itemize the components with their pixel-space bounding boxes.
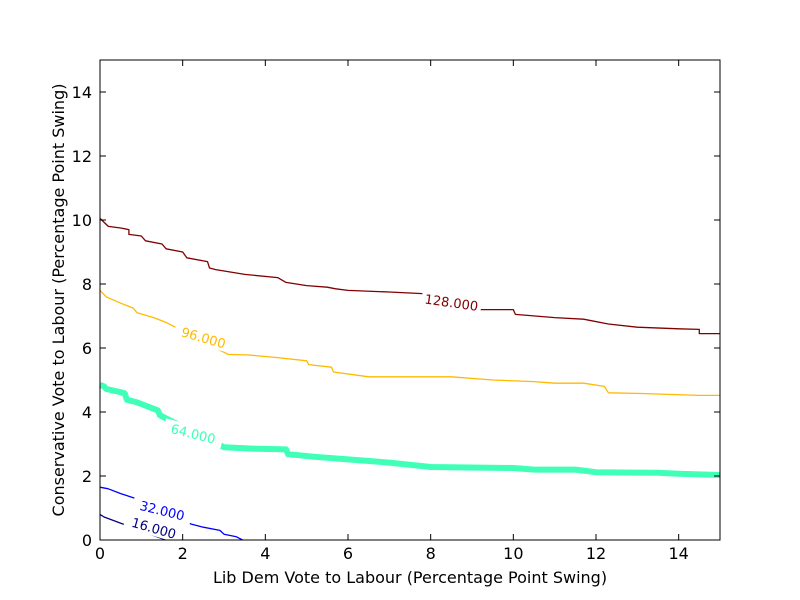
contour-label-gap	[172, 321, 235, 354]
contour-line-64	[98, 382, 721, 478]
contour-lines	[98, 217, 721, 541]
axis-ticks: 0 2 4 6 8 10 12 14 0 2 4 6 8 10 12 14	[72, 60, 720, 563]
contour-label-gap	[131, 495, 194, 526]
y-tick-label: 10	[72, 211, 92, 230]
contour-label-gap	[162, 418, 225, 449]
y-tick-label: 6	[82, 339, 92, 358]
x-tick-label: 2	[178, 544, 188, 563]
x-tick-label: 6	[343, 544, 353, 563]
x-axis-title: Lib Dem Vote to Labour (Percentage Point…	[213, 568, 607, 587]
contour-line-128	[99, 217, 720, 335]
contour-label-128: 128.000	[424, 293, 479, 315]
y-tick-label: 0	[82, 531, 92, 550]
plot-frame	[99, 59, 721, 541]
contour-label-gap	[420, 290, 483, 315]
plot-area	[100, 60, 720, 540]
y-tick-label: 4	[82, 403, 92, 422]
y-tick-label: 12	[72, 147, 92, 166]
y-tick-label: 2	[82, 467, 92, 486]
x-tick-label: 8	[426, 544, 436, 563]
y-tick-label: 8	[82, 275, 92, 294]
x-tick-label: 0	[95, 544, 105, 563]
y-axis-title: Conservative Vote to Labour (Percentage …	[49, 84, 68, 517]
contour-label-group-128: 128.000	[420, 290, 483, 315]
contour-label-gap	[122, 511, 186, 544]
x-tick-label: 10	[503, 544, 523, 563]
x-tick-label: 14	[668, 544, 688, 563]
y-tick-label: 14	[72, 83, 92, 102]
x-tick-label: 12	[586, 544, 606, 563]
contour-line-32	[99, 486, 243, 541]
x-tick-label: 4	[260, 544, 270, 563]
contour-line-96	[99, 289, 720, 397]
